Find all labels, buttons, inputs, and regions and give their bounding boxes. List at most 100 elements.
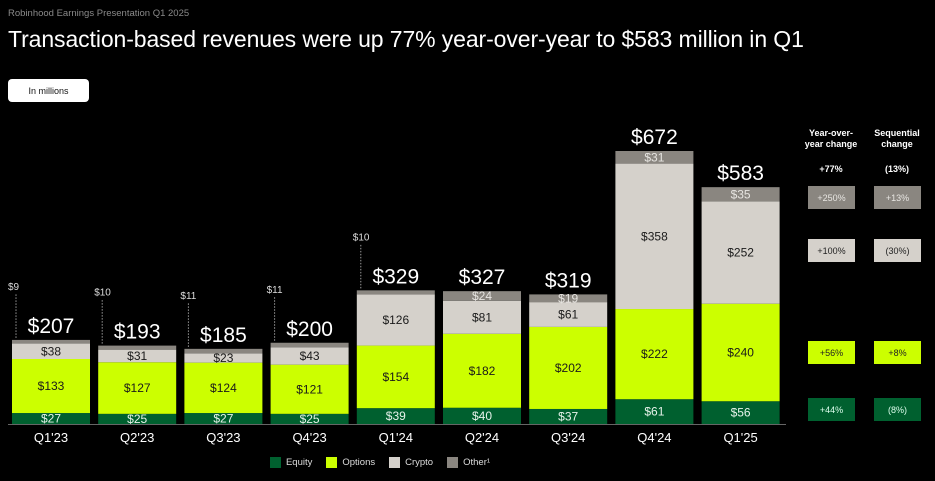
equity-yoy-change: +44%	[808, 398, 855, 421]
segment-label-equity: $39	[386, 409, 406, 423]
bar-segment-options	[270, 364, 349, 414]
segment-label-other: $19	[558, 291, 578, 305]
x-tick-label: Q3'23	[206, 430, 240, 445]
x-tick-label: Q1'24	[379, 430, 413, 445]
total-label: $583	[717, 162, 764, 185]
bar-segment-equity	[529, 408, 608, 424]
bar-segment-crypto	[615, 163, 694, 310]
crypto-seq-change: (30%)	[874, 239, 921, 262]
x-tick-label: Q4'24	[637, 430, 671, 445]
bar-segment-crypto	[701, 201, 780, 304]
segment-label-crypto: $23	[213, 351, 233, 365]
total-label: $319	[545, 269, 592, 292]
equity-seq-change: (8%)	[874, 398, 921, 421]
segment-label-crypto: $81	[472, 310, 492, 324]
segment-label-equity: $27	[213, 412, 233, 426]
legend-label-crypto: Crypto	[405, 457, 434, 468]
units-badge: In millions	[8, 79, 89, 102]
bar-segment-options	[12, 359, 90, 414]
segment-label-crypto: $43	[300, 349, 320, 363]
segment-label-crypto: $252	[727, 246, 754, 260]
bar-segment-crypto	[184, 353, 263, 363]
total-seq-change: (13%)	[884, 164, 909, 174]
segment-label-equity: $37	[558, 409, 578, 423]
bar-segment-equity	[98, 413, 177, 424]
yoy-header-line2: year change	[804, 139, 858, 149]
legend-swatch-crypto	[389, 457, 401, 468]
bar-segment-options	[356, 345, 435, 409]
total-label: $207	[28, 315, 75, 338]
segment-label-options: $154	[382, 370, 409, 384]
legend-swatch-equity	[269, 457, 281, 468]
bar-segment-options	[529, 326, 608, 409]
segment-label-equity: $25	[300, 412, 320, 426]
segment-label-equity: $40	[472, 409, 492, 423]
bar-segment-crypto	[98, 349, 177, 363]
bar-segment-crypto	[270, 347, 349, 365]
x-tick-label: Q2'23	[120, 430, 154, 445]
x-tick-label: Q1'23	[34, 430, 68, 445]
bar-segment-crypto	[12, 343, 90, 359]
bar-segment-other	[529, 294, 608, 303]
bar-segment-options	[615, 309, 694, 400]
options-yoy-change: +56%	[808, 341, 855, 364]
total-label: $200	[286, 318, 333, 341]
bar-segment-other	[701, 187, 780, 202]
seq-header: Sequential change	[866, 128, 928, 150]
yoy-header-line1: Year-over-	[808, 128, 854, 138]
segment-label-options: $202	[555, 361, 582, 375]
bar-segment-other	[443, 291, 521, 301]
segment-label-options: $133	[38, 379, 65, 393]
segment-label-other: $24	[472, 289, 492, 303]
chart-legend: Equity Options Crypto Other¹	[0, 457, 760, 468]
bar-segment-options	[701, 303, 780, 402]
legend-item-options: Options	[326, 457, 375, 468]
legend-swatch-options	[326, 457, 338, 468]
x-tick-label: Q3'24	[551, 430, 585, 445]
segment-label-options: $222	[641, 347, 668, 361]
legend-item-other: Other¹	[447, 457, 490, 468]
other-yoy-change: +250%	[808, 186, 855, 209]
other-callout-label: $10	[94, 288, 111, 299]
bar-segment-equity	[184, 413, 263, 424]
bar-segment-equity	[356, 408, 435, 424]
segment-label-options: $124	[210, 381, 237, 395]
segment-label-crypto: $31	[127, 349, 147, 363]
bar-segment-crypto	[529, 302, 608, 327]
other-callout-label: $11	[267, 285, 283, 296]
total-label: $193	[114, 321, 161, 344]
bar-segment-other	[12, 339, 90, 344]
bar-segment-other	[270, 342, 349, 348]
bar-segment-other	[184, 348, 263, 354]
legend-label-options: Options	[342, 457, 376, 468]
yoy-header: Year-over- year change	[800, 128, 862, 150]
bar-segment-options	[184, 362, 263, 414]
segment-label-options: $127	[124, 381, 151, 395]
bar-segment-other	[615, 151, 694, 164]
bar-segment-equity	[12, 413, 90, 424]
segment-label-other: $35	[731, 187, 751, 201]
x-tick-label: Q1'25	[723, 430, 757, 445]
bar-segment-crypto	[443, 300, 521, 334]
segment-label-crypto: $61	[558, 308, 578, 322]
bar-segment-other	[356, 290, 435, 295]
segment-label-options: $240	[727, 346, 754, 360]
bar-segment-other	[98, 345, 177, 350]
bar-segment-equity	[615, 399, 694, 424]
other-callout-label: $9	[8, 282, 20, 293]
segment-label-crypto: $358	[641, 229, 668, 243]
legend-swatch-other	[447, 457, 459, 468]
bar-segment-equity	[701, 401, 780, 424]
bar-segment-options	[98, 362, 177, 414]
total-label: $329	[372, 265, 419, 288]
legend-item-equity: Equity	[269, 457, 312, 468]
presentation-subtitle: Robinhood Earnings Presentation Q1 2025	[8, 8, 190, 19]
other-seq-change: +13%	[874, 186, 921, 209]
options-seq-change: +8%	[874, 341, 921, 364]
segment-label-crypto: $38	[41, 344, 61, 358]
bar-segment-options	[443, 333, 521, 408]
bar-segment-equity	[443, 407, 521, 424]
seq-header-line1: Sequential	[874, 128, 920, 138]
page-title: Transaction-based revenues were up 77% y…	[8, 26, 804, 52]
segment-label-equity: $27	[41, 412, 61, 426]
